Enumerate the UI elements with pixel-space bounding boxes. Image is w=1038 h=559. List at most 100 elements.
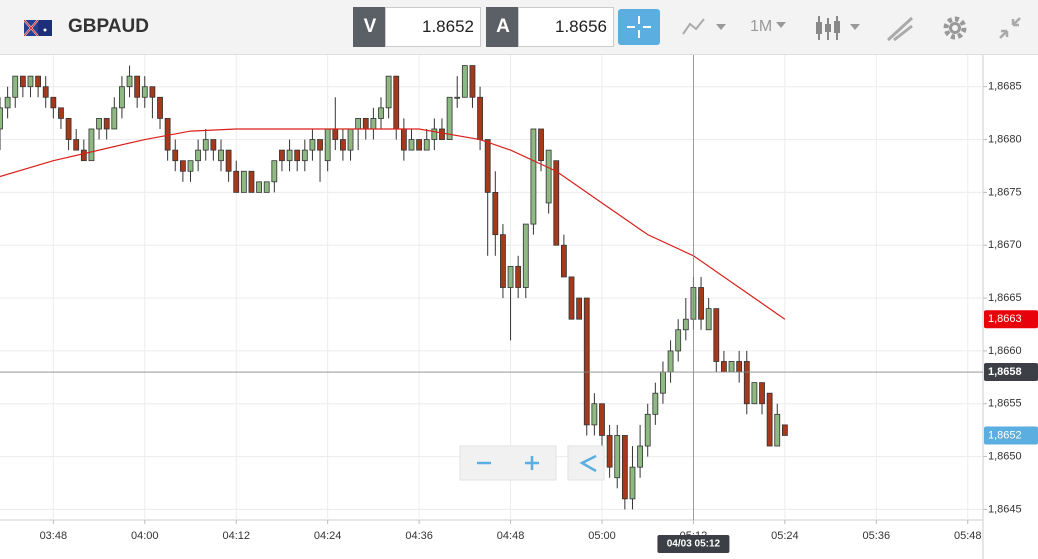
- bid-button[interactable]: V: [353, 7, 387, 47]
- candle-body: [781, 424, 788, 436]
- x-tick-label: 05:36: [863, 530, 891, 542]
- candle-body: [500, 234, 506, 288]
- candle-body: [111, 107, 118, 130]
- timeframe-arrow[interactable]: [776, 22, 788, 30]
- settings-button[interactable]: [941, 14, 969, 42]
- candle-body: [141, 86, 148, 98]
- candle-body: [347, 128, 354, 151]
- candle-body: [652, 392, 659, 415]
- candle-body: [728, 361, 735, 373]
- candle-body: [233, 170, 240, 193]
- candle-body: [614, 435, 621, 479]
- candle-body: [225, 149, 232, 172]
- candle-body: [355, 118, 362, 130]
- candle-body: [591, 403, 598, 426]
- candle-body: [461, 65, 468, 98]
- x-tick-label: 03:48: [40, 530, 68, 542]
- candle-body: [0, 107, 3, 130]
- ask-button[interactable]: A: [486, 7, 520, 47]
- candle-body: [667, 350, 674, 373]
- flag-icon: [24, 20, 52, 36]
- candle-body: [370, 118, 377, 130]
- candle-body: [263, 181, 270, 193]
- candle-body: [256, 181, 262, 193]
- candle-body: [187, 160, 194, 172]
- candle-body: [446, 96, 453, 140]
- crosshair-button[interactable]: [618, 9, 660, 45]
- candle-body: [80, 149, 87, 162]
- candle-body: [606, 435, 613, 468]
- y-tick-label: 1,8685: [988, 81, 1022, 93]
- candle-button[interactable]: [814, 14, 864, 42]
- candle-body: [530, 128, 537, 225]
- candle-body: [629, 466, 636, 500]
- candle-body: [507, 265, 514, 288]
- candle-body: [27, 75, 34, 88]
- candle-body: [713, 308, 720, 362]
- y-tick-label: 1,8645: [988, 503, 1022, 515]
- candle-body: [35, 75, 42, 88]
- candle-body: [309, 139, 316, 151]
- price-marker: [984, 310, 1038, 329]
- collapse-button[interactable]: [996, 14, 1024, 42]
- crosshair-y-box: [984, 363, 1038, 382]
- candle-body: [149, 86, 156, 98]
- candle-body: [553, 160, 560, 246]
- y-tick-label: 1,8655: [988, 398, 1022, 410]
- share-panel[interactable]: [567, 445, 605, 481]
- x-tick-label: 05:24: [771, 530, 799, 542]
- x-tick-label: 04:12: [222, 530, 250, 542]
- candle-body: [400, 128, 407, 151]
- candle-body: [362, 118, 369, 130]
- candle-body: [157, 96, 163, 119]
- candle-body: [88, 128, 95, 162]
- candle-body: [621, 435, 628, 500]
- candle-body: [50, 96, 57, 109]
- candle-body: [294, 149, 301, 162]
- symbol[interactable]: GBPAUD: [68, 16, 149, 37]
- zoom-controls[interactable]: [459, 445, 605, 481]
- toolbar: GBPAUD V 1.8652 A 1.8656 1M: [0, 0, 1038, 55]
- candle-body: [705, 308, 712, 331]
- x-tick-label: 04:48: [497, 530, 525, 542]
- candle-body: [721, 361, 727, 373]
- candle-body: [210, 139, 217, 151]
- candle-body: [393, 75, 400, 130]
- price-marker: [984, 426, 1038, 445]
- x-tick-label: 05:00: [588, 530, 616, 542]
- candle-body: [423, 139, 430, 151]
- y-tick-label: 1,8665: [988, 292, 1022, 304]
- moving-average: [0, 128, 786, 320]
- y-tick-label: 1,8660: [988, 345, 1022, 357]
- candle-body: [545, 149, 552, 204]
- candle-body: [179, 160, 186, 172]
- candle-body: [568, 276, 575, 320]
- price-marker-label: 1,8663: [988, 313, 1022, 325]
- candle-body: [751, 382, 758, 405]
- candle-body: [759, 382, 765, 405]
- crosshair-x-label: 04/03 05:12: [667, 539, 721, 550]
- candle-body: [218, 149, 224, 162]
- candle-body: [240, 170, 247, 193]
- candle-body: [583, 297, 590, 426]
- candle-body: [172, 149, 179, 162]
- timeframe-button[interactable]: 1M: [750, 18, 773, 35]
- candle-body: [340, 139, 346, 151]
- candle-body: [484, 139, 491, 193]
- candle-body: [660, 371, 666, 394]
- candle-body: [599, 403, 605, 436]
- x-tick-label: 05:48: [954, 530, 982, 542]
- y-tick-label: 1,8680: [988, 133, 1022, 145]
- candle-body: [431, 128, 438, 140]
- zoom-panel: [459, 445, 557, 481]
- candle-body: [743, 361, 750, 405]
- drawing-button[interactable]: [886, 14, 916, 42]
- share-icon: [579, 454, 597, 473]
- zoom-in[interactable]: [525, 456, 539, 470]
- candle-body: [164, 118, 171, 151]
- chart-type-button[interactable]: [680, 14, 730, 40]
- candle-body: [195, 149, 202, 162]
- crosshair-x-box: [657, 535, 730, 553]
- candle-body: [682, 318, 689, 331]
